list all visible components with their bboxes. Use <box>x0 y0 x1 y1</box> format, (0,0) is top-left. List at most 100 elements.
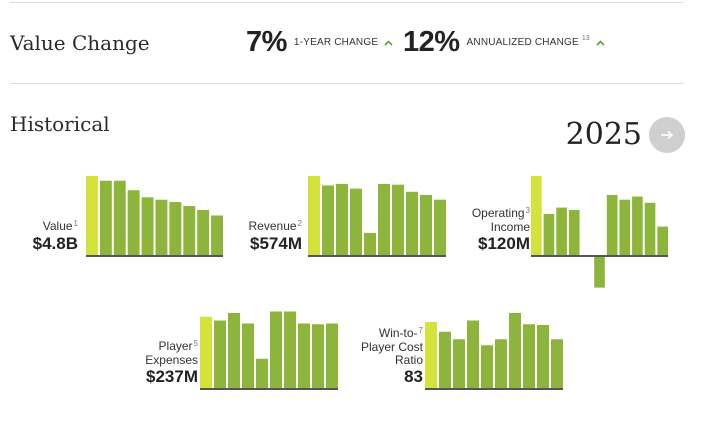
history-bar[interactable] <box>481 345 493 388</box>
historical-title: Historical <box>10 112 110 136</box>
annualized-change-label: ANNUALIZED CHANGE <box>466 37 579 48</box>
arrow-right-icon <box>661 130 674 140</box>
metric-label: Player5 Expenses <box>120 339 198 367</box>
metric-value: 83 <box>404 367 423 386</box>
history-bar[interactable] <box>211 215 223 256</box>
history-bar[interactable] <box>155 199 168 255</box>
metric-label-line: Player Cost <box>360 340 423 354</box>
history-bar[interactable] <box>350 188 362 255</box>
history-bar[interactable] <box>284 311 296 389</box>
history-bar[interactable] <box>657 226 668 255</box>
chart-baseline <box>308 255 446 257</box>
metric-label: Win-to-7 Player Cost Ratio <box>345 326 423 367</box>
caret-up-icon <box>596 39 605 46</box>
metric-label-line: Revenue <box>248 219 297 233</box>
metric-label-line: Player <box>158 339 193 353</box>
metric-label-line: Value <box>42 219 73 233</box>
history-bar[interactable] <box>242 323 254 389</box>
history-bar[interactable] <box>551 339 563 388</box>
chart-baseline <box>200 388 338 390</box>
history-bar[interactable] <box>420 194 432 255</box>
metric-chart <box>531 176 668 288</box>
history-bar[interactable] <box>322 185 334 255</box>
history-bar[interactable] <box>556 207 567 255</box>
metric-chart <box>86 176 223 257</box>
caret-up-icon <box>384 39 393 46</box>
history-bar[interactable] <box>632 196 643 255</box>
one-year-change-label: 1-YEAR CHANGE <box>293 37 379 48</box>
history-bar[interactable] <box>228 313 240 388</box>
value-change-title: Value Change <box>10 31 150 55</box>
history-bar[interactable] <box>537 325 549 388</box>
metric-footnote[interactable]: 2 <box>297 219 302 228</box>
history-bar[interactable] <box>434 199 446 255</box>
metric-footnote[interactable]: 1 <box>73 219 78 228</box>
history-bar[interactable] <box>406 191 418 255</box>
metric-label-line: Operating <box>471 206 525 220</box>
history-bar[interactable] <box>326 323 338 389</box>
history-bar[interactable] <box>99 180 112 255</box>
history-bar[interactable] <box>523 324 535 388</box>
metric-footnote[interactable]: 5 <box>193 339 198 348</box>
metric-value: $574M <box>250 234 302 253</box>
current-year-bar[interactable] <box>425 322 437 388</box>
year-display: 2025 <box>565 117 642 152</box>
annualized-change-stat: 12% ANNUALIZED CHANGE 13 <box>403 26 605 59</box>
history-bar[interactable] <box>543 213 555 255</box>
history-bar[interactable] <box>141 197 154 255</box>
annualized-change-value: 12% <box>403 26 460 58</box>
one-year-change-value: 7% <box>246 26 287 58</box>
metric-label-line: Ratio <box>394 353 423 367</box>
chart-baseline <box>86 255 223 257</box>
history-bar[interactable] <box>113 180 126 255</box>
current-year-bar[interactable] <box>308 176 320 255</box>
history-bar[interactable] <box>364 232 376 255</box>
one-year-change-stat: 7% 1-YEAR CHANGE <box>246 26 393 59</box>
history-bar[interactable] <box>169 202 182 255</box>
metric-value: $4.8B <box>32 234 78 253</box>
history-bar[interactable] <box>197 209 210 255</box>
metric-chart <box>425 313 563 390</box>
metric-chart <box>308 176 446 257</box>
history-bar[interactable] <box>619 199 631 255</box>
metric-label-line: Win-to- <box>378 326 418 340</box>
current-year-bar[interactable] <box>86 176 98 255</box>
history-bar[interactable] <box>127 190 140 255</box>
history-bar[interactable] <box>439 331 451 388</box>
metric-label: Revenue2 <box>232 219 303 234</box>
current-year-bar[interactable] <box>200 316 212 388</box>
history-bar[interactable] <box>270 311 282 389</box>
history-bar[interactable] <box>453 339 465 388</box>
current-year-bar[interactable] <box>531 176 542 255</box>
metric-label: Operating3 Income <box>455 206 530 234</box>
metric-label: Value1 <box>10 219 78 234</box>
history-bar[interactable] <box>606 194 618 255</box>
next-year-button[interactable] <box>649 117 685 153</box>
top-divider <box>10 2 684 3</box>
metric-footnote[interactable]: 3 <box>525 206 530 215</box>
section-divider <box>10 83 684 84</box>
metric-label-line: Expenses <box>145 353 198 367</box>
annualized-change-footnote[interactable]: 13 <box>581 35 590 42</box>
history-bar[interactable] <box>336 183 348 255</box>
metric-label-line: Income <box>490 220 530 234</box>
history-bar[interactable] <box>644 202 656 255</box>
metric-value: $120M <box>478 234 530 253</box>
chart-baseline <box>425 388 563 390</box>
history-bar[interactable] <box>568 209 580 255</box>
history-bar[interactable] <box>378 183 390 255</box>
history-bar[interactable] <box>495 339 507 388</box>
history-bar[interactable] <box>312 324 324 388</box>
metric-footnote[interactable]: 7 <box>418 326 423 335</box>
chart-baseline <box>531 255 668 257</box>
history-bar[interactable] <box>467 320 479 389</box>
metric-value: $237M <box>146 367 198 386</box>
history-bar[interactable] <box>214 320 226 389</box>
history-bar[interactable] <box>298 323 310 389</box>
history-bar[interactable] <box>183 206 196 255</box>
history-bar[interactable] <box>256 358 268 388</box>
metric-chart <box>200 311 338 390</box>
history-bar[interactable] <box>392 184 404 255</box>
history-bar[interactable] <box>509 313 521 388</box>
history-bar[interactable] <box>594 256 605 288</box>
